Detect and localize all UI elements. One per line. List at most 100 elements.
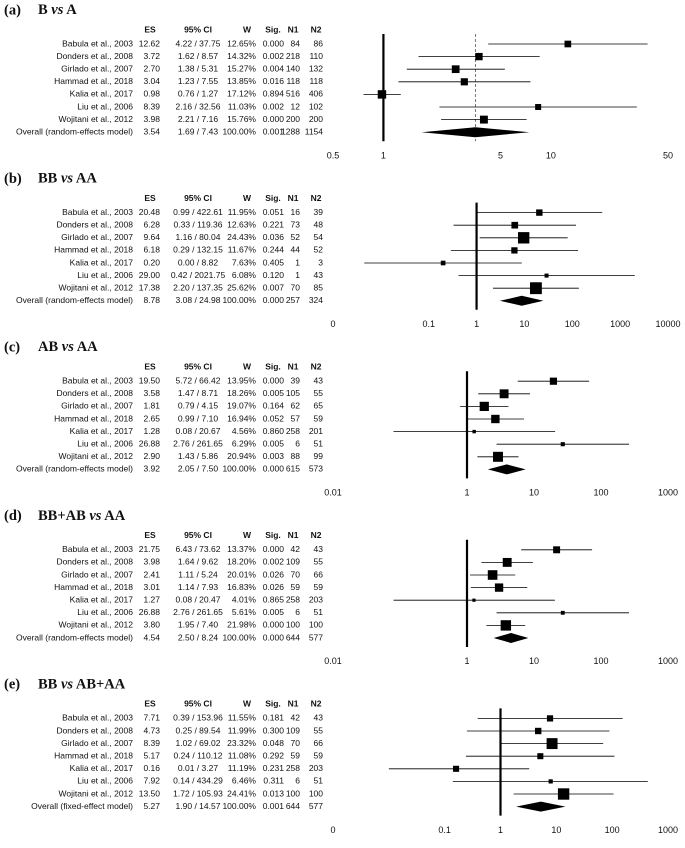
weight-value: 6.46% [232,776,257,786]
title-part: vs [61,171,73,187]
study-name: Overall (random-effects model) [16,632,133,642]
column-header: 95% CI [184,24,212,34]
sig-value: 0.120 [263,270,285,280]
overall-diamond [487,464,526,475]
study-name: Babula et al., 2003 [62,38,133,48]
ci-value: 1.64 / 9.62 [178,557,218,567]
x-tick-label: 1 [464,488,469,498]
n2-value: 43 [314,270,324,280]
ci-value: 0.29 / 132.15 [173,245,223,255]
effect-square [544,273,549,278]
n1-value: 42 [291,713,301,723]
n1-value: 52 [291,232,301,242]
es-value: 9.64 [143,232,160,242]
study-name: Overall (random-effects model) [16,464,133,474]
es-value: 13.50 [139,788,161,798]
n2-value: 406 [309,89,323,99]
es-value: 2.70 [143,63,160,73]
n2-value: 110 [309,51,323,61]
sig-value: 0.000 [263,632,285,642]
n2-value: 203 [309,763,323,773]
weight-value: 11.99% [228,725,257,735]
ci-value: 0.25 / 89.54 [176,725,221,735]
x-tick-label: 10 [519,319,529,329]
column-header: W [243,530,252,540]
es-value: 4.54 [143,632,160,642]
weight-value: 14.32% [227,51,256,61]
effect-square [529,282,542,295]
sig-value: 0.000 [263,114,285,124]
study-name: Girlado et al., 2007 [61,232,133,242]
column-header: N2 [311,193,322,203]
x-tick-label: 1 [498,825,503,835]
es-value: 3.58 [143,388,160,398]
weight-value: 100.00% [222,632,256,642]
x-tick-label: 1000 [658,656,678,666]
n2-value: 39 [314,207,324,217]
weight-value: 100.00% [222,801,256,811]
forest-panel: (a) B vs A ES 95% CI W Sig. N1 N2 0.5 1 5 10 50 Babul… [4,2,673,160]
ci-value: 4.22 / 37.75 [176,38,221,48]
n1-value: 258 [286,426,300,436]
study-name: Girlado et al., 2007 [61,738,133,748]
weight-value: 15.27% [227,63,256,73]
es-value: 4.73 [143,725,160,735]
weight-value: 18.20% [227,557,256,567]
n1-value: 105 [286,388,300,398]
n2-value: 51 [314,607,324,617]
es-value: 1.81 [143,401,160,411]
panel-title: BB+AB vs AA [38,508,126,524]
study-name: Babula et al., 2003 [62,713,133,723]
column-header: Sig. [265,24,281,34]
effect-square [451,65,460,74]
panel-label: (d) [4,508,22,524]
column-header: 95% CI [184,530,212,540]
es-value: 20.48 [139,207,161,217]
effect-square [487,570,498,580]
es-value: 2.41 [143,569,160,579]
n2-value: 43 [314,375,324,385]
x-tick-label: 50 [663,150,673,160]
ci-value: 0.99 / 422.61 [173,207,223,217]
effect-square [560,442,565,447]
sig-value: 0.005 [263,388,285,398]
title-part: AA [77,340,98,356]
n1-value: 644 [286,801,300,811]
ci-value: 1.38 / 5.31 [178,63,218,73]
n1-value: 644 [286,632,300,642]
x-tick-label: 10 [551,825,561,835]
ci-value: 2.16 / 32.56 [176,101,221,111]
column-header: Sig. [265,193,281,203]
n2-value: 54 [314,232,324,242]
sig-value: 0.894 [263,89,285,99]
x-tick-label: 10 [529,656,539,666]
title-part: AB [38,340,58,356]
weight-value: 11.03% [228,101,257,111]
sig-value: 0.000 [263,295,285,305]
es-value: 3.80 [143,620,160,630]
sig-value: 0.300 [263,725,285,735]
n1-value: 516 [286,89,300,99]
n1-value: 100 [286,788,300,798]
panel-title: BB vs AB+AA [38,677,126,693]
sig-value: 0.002 [263,557,285,567]
study-name: Donders et al., 2008 [56,51,133,61]
effect-square [535,103,542,111]
x-tick-label: 0.01 [324,488,342,498]
ci-value: 2.50 / 8.24 [178,632,218,642]
study-name: Overall (fixed-effect model) [31,801,133,811]
weight-value: 16.83% [227,582,256,592]
x-tick-label: 10 [546,150,556,160]
es-value: 17.38 [139,282,161,292]
study-name: Wojitani et al., 2012 [59,620,134,630]
study-name: Kalia et al., 2017 [70,257,134,267]
x-tick-label: 10000 [655,319,680,329]
sig-value: 0.000 [263,544,285,554]
n1-value: 100 [286,620,300,630]
effect-square [479,401,489,412]
n2-value: 59 [314,750,324,760]
effect-square [546,715,554,722]
sig-value: 0.007 [263,282,285,292]
n2-value: 203 [309,594,323,604]
